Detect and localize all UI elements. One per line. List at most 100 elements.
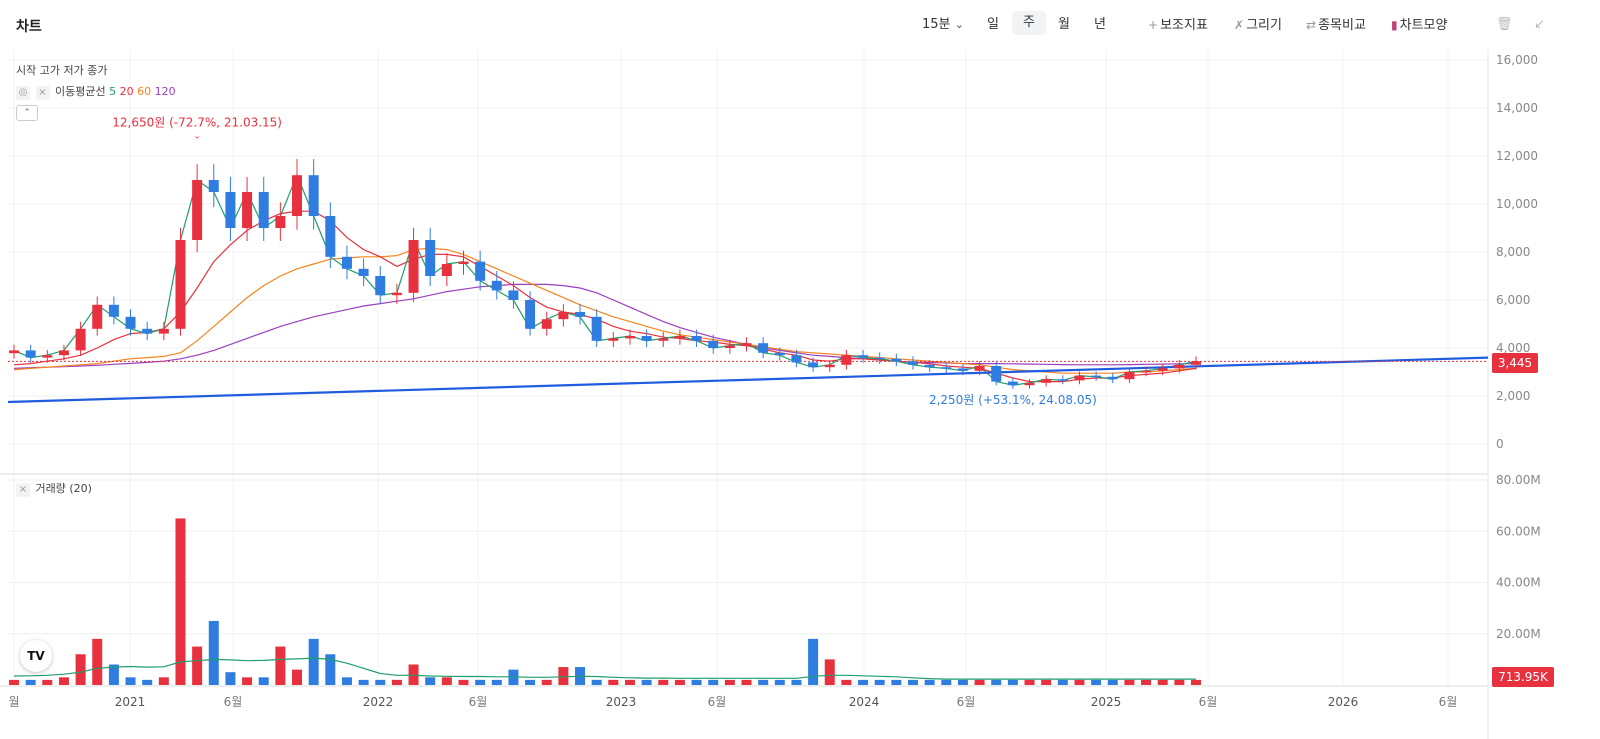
candlestick-icon: ▮ xyxy=(1391,18,1398,32)
volume-axis-label: 20.00M xyxy=(1496,627,1541,641)
price-axis-label: 12,000 xyxy=(1496,149,1538,163)
indicator-button[interactable]: + 보조지표 xyxy=(1148,14,1208,36)
price-axis-label: 6,000 xyxy=(1496,293,1530,307)
ma-legend: ◎ × 이동평균선 5 20 60 120 xyxy=(16,83,176,100)
volume-bar xyxy=(1124,679,1135,685)
trash-icon[interactable]: 🗑 xyxy=(1496,17,1513,32)
volume-bar xyxy=(125,677,136,685)
close-icon[interactable]: × xyxy=(16,483,30,497)
interval-selector[interactable]: 15분 ⌄ xyxy=(922,14,964,36)
volume-bar xyxy=(158,677,169,685)
tab-day[interactable]: 일 xyxy=(987,17,999,32)
volume-bar xyxy=(58,677,69,685)
swap-icon: ⇄ xyxy=(1306,18,1317,32)
price-axis-label: 4,000 xyxy=(1496,341,1530,355)
volume-bar xyxy=(991,679,1002,685)
candle-body xyxy=(608,338,619,341)
volume-bar xyxy=(1041,679,1052,685)
candle-body xyxy=(425,240,436,276)
volume-bar xyxy=(1091,679,1102,685)
volume-bar xyxy=(541,679,552,685)
candle-body xyxy=(808,362,819,368)
volume-bar xyxy=(924,679,935,685)
draw-button[interactable]: ✗ 그리기 xyxy=(1234,14,1282,36)
volume-bar xyxy=(1024,679,1035,685)
tab-week[interactable]: 주 xyxy=(1012,11,1046,35)
candle-body xyxy=(874,357,885,360)
candle-body xyxy=(175,240,186,329)
volume-bar xyxy=(791,679,802,685)
volume-bar xyxy=(1107,679,1118,685)
volume-bar xyxy=(108,664,119,685)
ma60-line xyxy=(13,247,1197,374)
volume-bar xyxy=(558,667,569,685)
candle-body xyxy=(158,328,169,334)
candle-body xyxy=(1024,382,1035,386)
candle-body xyxy=(1041,379,1052,383)
volume-bar xyxy=(658,679,669,685)
volume-bar xyxy=(75,654,86,685)
volume-bar xyxy=(475,679,486,685)
candle-body xyxy=(458,261,469,264)
volume-axis-label: 80.00M xyxy=(1496,473,1541,487)
ma-120-label: 120 xyxy=(154,85,176,98)
candle-body xyxy=(591,316,602,341)
chart-type-button[interactable]: ▮ 차트모양 xyxy=(1391,14,1447,36)
candle-body xyxy=(891,358,902,362)
volume-bar xyxy=(425,677,436,685)
ma120-line xyxy=(13,283,1197,369)
volume-bar xyxy=(142,679,153,685)
shrink-icon[interactable]: ↙ xyxy=(1534,17,1545,32)
candle-body xyxy=(208,180,219,192)
volume-bar xyxy=(674,679,685,685)
volume-bar xyxy=(1007,679,1018,685)
candle-body xyxy=(924,364,935,368)
volume-bar xyxy=(858,679,869,685)
time-axis-label: 2026 xyxy=(1328,695,1359,709)
current-price-tag: 3,445 xyxy=(1492,353,1538,373)
eye-icon[interactable]: ◎ xyxy=(16,86,30,100)
candle-body xyxy=(242,192,253,228)
time-axis-label: 2021 xyxy=(115,695,146,709)
tab-year[interactable]: 년 xyxy=(1094,17,1106,32)
candle-body xyxy=(1091,375,1102,378)
volume-bar xyxy=(1057,679,1068,685)
volume-bar xyxy=(308,638,319,685)
pencil-icon: ✗ xyxy=(1234,18,1245,32)
candle-body xyxy=(58,350,69,356)
volume-bar xyxy=(441,677,452,685)
candle-body xyxy=(741,343,752,346)
price-chart[interactable]: 16,000 14,000 12,000 10,000 8,000 6,000 4,000 2… xyxy=(0,50,1600,739)
volume-bar xyxy=(741,679,752,685)
volume-bar xyxy=(708,679,719,685)
high-marker: ⌄ xyxy=(193,131,201,141)
collapse-button[interactable]: ⌃ xyxy=(16,105,38,121)
ohlc-legend: 시작 고가 저가 종가 xyxy=(16,64,108,77)
time-axis-label: 2025 xyxy=(1091,695,1122,709)
volume-ma-line xyxy=(13,657,1196,680)
tradingview-logo[interactable]: TV xyxy=(20,640,52,672)
chart-container[interactable]: 16,000 14,000 12,000 10,000 8,000 6,000 4,000 2… xyxy=(0,50,1600,739)
candle-body xyxy=(974,366,985,371)
volume-bar xyxy=(891,679,902,685)
volume-bar xyxy=(491,679,502,685)
volume-bar xyxy=(758,679,769,685)
candle-body xyxy=(1141,370,1152,373)
candle-body xyxy=(391,292,402,296)
volume-axis-label: 60.00M xyxy=(1496,524,1541,538)
volume-bar xyxy=(1174,679,1185,685)
volume-bar xyxy=(841,679,852,685)
time-axis-label: 2024 xyxy=(849,695,880,709)
tab-month[interactable]: 월 xyxy=(1058,17,1070,32)
price-axis-label: 10,000 xyxy=(1496,197,1538,211)
candle-body xyxy=(941,367,952,369)
compare-button[interactable]: ⇄ 종목비교 xyxy=(1306,14,1366,36)
volume-bar xyxy=(691,679,702,685)
candle-body xyxy=(1157,368,1168,371)
close-icon[interactable]: × xyxy=(35,86,50,100)
candle-body xyxy=(508,290,519,300)
volume-bar xyxy=(641,679,652,685)
volume-bar xyxy=(458,679,469,685)
time-axis-label: 6월 xyxy=(1199,695,1218,709)
volume-bar xyxy=(941,679,952,685)
